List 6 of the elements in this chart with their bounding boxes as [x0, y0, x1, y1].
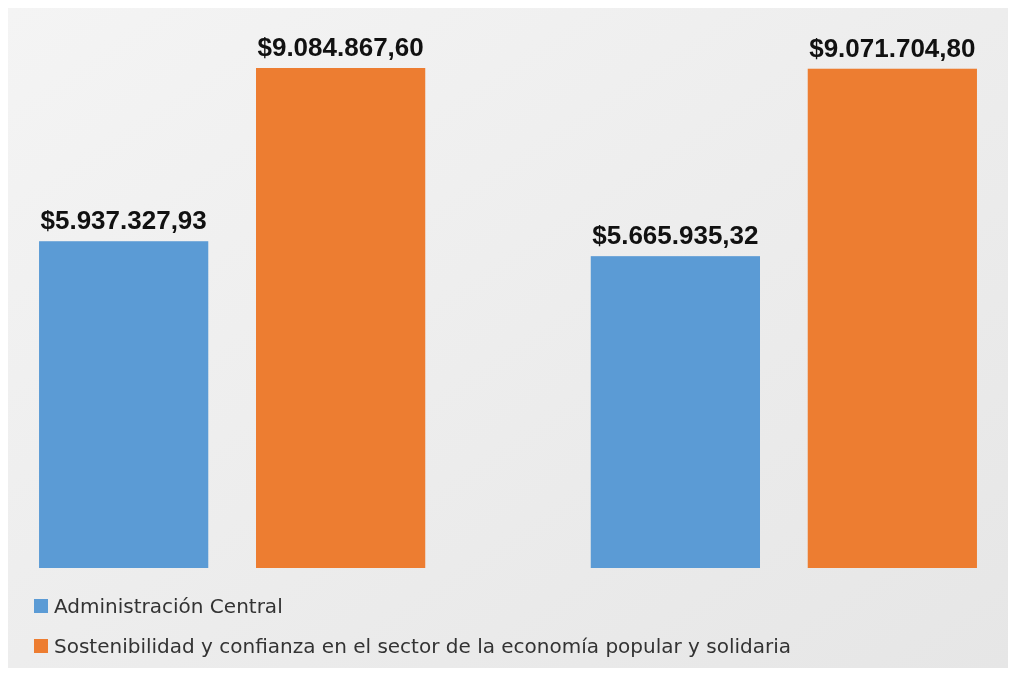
data-label: $5.937.327,93 [40, 205, 207, 236]
legend-label: Sostenibilidad y confianza en el sector de la economía popular y solidaria [54, 634, 792, 658]
data-label: $9.071.704,80 [809, 32, 976, 63]
legend-label: Administración Central [54, 594, 283, 618]
data-label: $9.084.867,60 [257, 32, 424, 62]
data-label: $5.665.935,32 [592, 220, 759, 251]
